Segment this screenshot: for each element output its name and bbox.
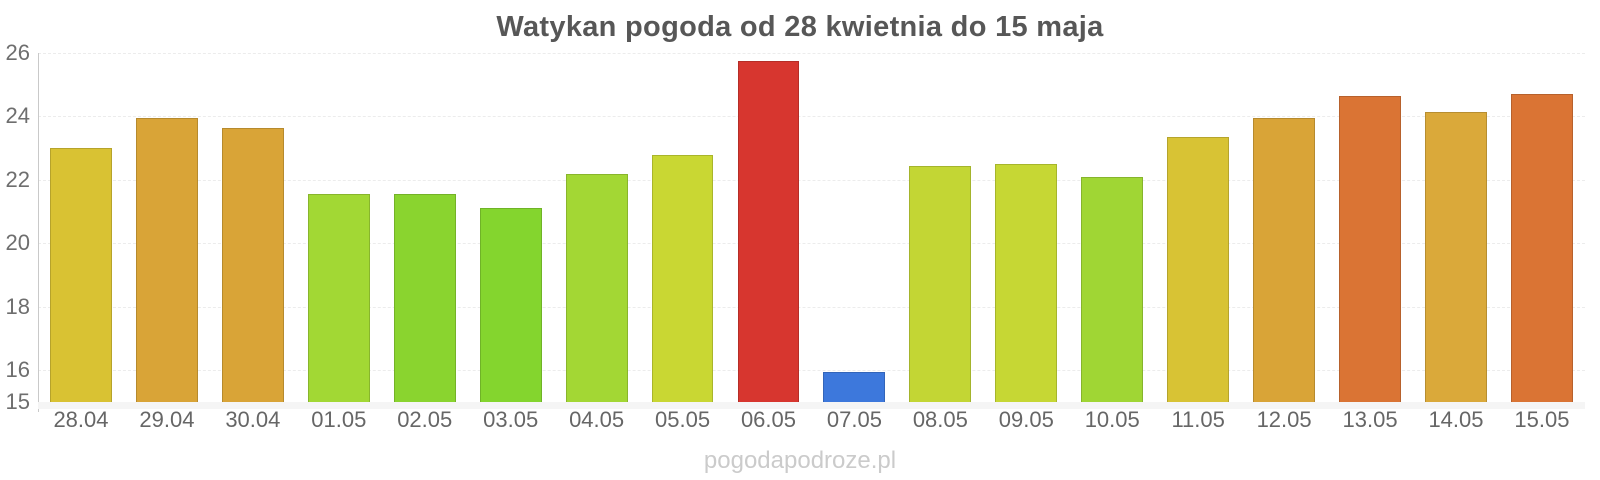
x-tick-label-05-05: 05.05 xyxy=(655,407,711,432)
bar-10-05[interactable] xyxy=(1081,176,1144,402)
x-tick-label-10-05: 10.05 xyxy=(1084,407,1140,432)
x-tick-label-14-05: 14.05 xyxy=(1428,407,1484,432)
bar-08-05[interactable] xyxy=(909,165,972,402)
bars-container xyxy=(38,53,1585,402)
plot-area xyxy=(38,53,1585,402)
bar-slot-07-05 xyxy=(811,53,897,402)
bar-slot-05-05 xyxy=(640,53,726,402)
gridline-16 xyxy=(38,370,1585,372)
bar-29-04[interactable] xyxy=(135,118,198,402)
bar-slot-01-05 xyxy=(296,53,382,402)
bar-15-05[interactable] xyxy=(1510,94,1573,402)
y-tick-label-20: 20 xyxy=(5,230,30,256)
x-tick-label-28-04: 28.04 xyxy=(53,407,109,432)
y-tick-label-15: 15 xyxy=(5,389,30,414)
bar-03-05[interactable] xyxy=(479,208,542,402)
x-tick-label-04-05: 04.05 xyxy=(569,407,625,432)
x-tick-label-13-05: 13.05 xyxy=(1342,407,1398,432)
y-tick-label-16: 16 xyxy=(5,357,30,383)
x-axis-labels: 28.04 29.04 30.04 01.05 02.05 03.05 04.05 05.05… xyxy=(38,407,1585,433)
x-tick-label-03-05: 03.05 xyxy=(483,407,539,432)
bar-06-05[interactable] xyxy=(737,60,800,402)
x-tick-label-12-05: 12.05 xyxy=(1256,407,1312,432)
watermark: pogodapodroze.pl xyxy=(703,447,897,474)
x-tick-label-06-05: 06.05 xyxy=(740,407,796,432)
bar-slot-10-05 xyxy=(1069,53,1155,402)
y-tick-label-22: 22 xyxy=(5,166,30,192)
x-tick-label-08-05: 08.05 xyxy=(912,407,968,432)
x-tick-label-29-04: 29.04 xyxy=(139,407,195,432)
y-axis-labels: 15 16 18 20 22 24 26 xyxy=(0,40,30,414)
bar-30-04[interactable] xyxy=(221,127,284,402)
x-tick-label-07-05: 07.05 xyxy=(826,407,882,432)
bar-slot-11-05 xyxy=(1155,53,1241,402)
bar-14-05[interactable] xyxy=(1425,111,1487,402)
bar-slot-04-05 xyxy=(554,53,640,402)
gridline-20 xyxy=(38,243,1585,245)
bar-05-05[interactable] xyxy=(651,154,714,402)
x-tick-label-01-05: 01.05 xyxy=(311,407,367,432)
bar-slot-02-05 xyxy=(382,53,468,402)
x-tick-label-02-05: 02.05 xyxy=(397,407,453,432)
y-tick-label-18: 18 xyxy=(5,293,30,319)
bar-slot-14-05 xyxy=(1413,53,1499,402)
gridline-26 xyxy=(38,53,1585,54)
bar-12-05[interactable] xyxy=(1253,118,1316,402)
bar-slot-13-05 xyxy=(1327,53,1413,402)
bar-slot-06-05 xyxy=(726,53,812,402)
bar-slot-09-05 xyxy=(983,53,1069,402)
y-axis-line xyxy=(38,53,39,412)
bar-02-05[interactable] xyxy=(393,194,456,402)
bar-slot-30-04 xyxy=(210,53,296,402)
x-tick-label-30-04: 30.04 xyxy=(225,407,281,432)
bar-01-05[interactable] xyxy=(307,194,370,402)
gridline-18 xyxy=(38,306,1585,308)
gridline-22 xyxy=(38,179,1585,181)
y-tick-label-26: 26 xyxy=(5,40,30,65)
bar-slot-03-05 xyxy=(468,53,554,402)
x-tick-label-09-05: 09.05 xyxy=(998,407,1054,432)
bar-slot-28-04 xyxy=(38,53,124,402)
bar-slot-15-05 xyxy=(1499,53,1585,402)
y-tick-label-24: 24 xyxy=(5,103,30,129)
gridline-24 xyxy=(38,116,1585,118)
bar-slot-29-04 xyxy=(124,53,210,402)
x-axis-baseline-band xyxy=(38,402,1585,409)
bar-13-05[interactable] xyxy=(1339,95,1401,402)
bar-28-04[interactable] xyxy=(50,148,112,402)
chart-title: Watykan pogoda od 28 kwietnia do 15 maja xyxy=(496,11,1104,43)
bar-slot-12-05 xyxy=(1241,53,1327,402)
x-tick-label-15-05: 15.05 xyxy=(1514,407,1570,432)
bar-11-05[interactable] xyxy=(1167,137,1230,402)
bar-slot-08-05 xyxy=(897,53,983,402)
x-tick-label-11-05: 11.05 xyxy=(1171,407,1225,432)
bar-04-05[interactable] xyxy=(565,173,628,402)
bar-07-05[interactable] xyxy=(823,371,886,402)
bar-09-05[interactable] xyxy=(995,164,1058,402)
